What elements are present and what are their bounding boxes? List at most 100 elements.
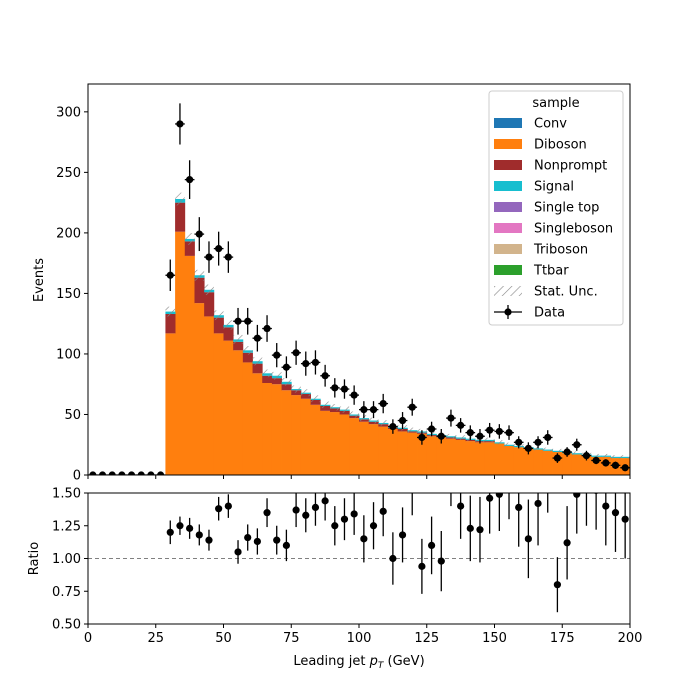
ratio-point	[547, 493, 549, 513]
histogram-bar	[300, 398, 311, 475]
data-point	[475, 429, 485, 444]
ratio-panel: 0.50 0.75 1.00 1.25 1.50 0 25 50 75 100 125 150 175…	[27, 487, 643, 672]
stat-unc-box	[455, 435, 466, 440]
data-marker	[505, 429, 513, 437]
data-marker	[428, 425, 436, 433]
data-point	[407, 398, 418, 416]
histogram-bar	[426, 436, 437, 475]
ratio-marker	[534, 499, 542, 508]
stat-unc-box	[407, 427, 418, 433]
data-marker	[437, 432, 445, 440]
histogram-bar	[194, 303, 205, 475]
x-tick-label: 200	[618, 631, 643, 646]
stat-unc-box	[329, 404, 340, 411]
y-tick-label: 1.00	[52, 552, 81, 567]
ratio-point	[224, 494, 232, 518]
data-marker	[389, 422, 397, 431]
ratio-marker	[457, 502, 465, 510]
histogram-bar	[262, 383, 273, 475]
data-point	[88, 471, 98, 475]
histogram-bar	[252, 373, 263, 475]
ratio-marker	[224, 502, 232, 510]
data-point	[155, 471, 166, 475]
ratio-marker	[302, 511, 310, 519]
ratio-point	[486, 493, 494, 534]
main-x-axis-ticks	[87, 475, 631, 479]
data-point	[610, 461, 621, 469]
data-point	[542, 430, 553, 445]
histogram-bar	[291, 390, 302, 396]
stat-unc-box	[591, 453, 601, 458]
data-marker	[398, 416, 407, 425]
histogram-bar	[175, 231, 186, 475]
ratio-marker	[389, 554, 397, 563]
histogram-bar	[359, 421, 370, 475]
data-marker	[495, 427, 503, 436]
histogram-bar	[184, 241, 195, 256]
legend-swatch	[494, 286, 522, 296]
histogram-bar	[542, 450, 553, 475]
x-tick-label: 0	[84, 631, 92, 646]
legend-swatch	[494, 202, 522, 212]
legend-swatch	[494, 265, 522, 275]
ratio-point	[195, 524, 203, 546]
ratio-marker	[428, 541, 436, 550]
ratio-point	[524, 499, 532, 579]
ratio-point	[253, 528, 261, 555]
ratio-marker	[466, 524, 474, 532]
histogram-bar	[329, 412, 341, 475]
data-point	[417, 430, 427, 445]
ratio-point	[411, 493, 413, 516]
ratio-marker	[331, 522, 339, 530]
ratio-marker	[563, 539, 571, 547]
legend-entry: Single top	[494, 201, 599, 216]
ratio-x-axis-ticks: 0 25 50 75 100 125 150 175 200	[84, 624, 643, 646]
legend-label: Singleboson	[534, 222, 613, 237]
ratio-point	[611, 493, 620, 552]
stat-unc-box	[262, 369, 272, 378]
ratio-point	[282, 529, 290, 562]
ratio-marker	[176, 522, 184, 530]
y-tick-label: 150	[56, 287, 81, 302]
y-tick-label: 1.50	[52, 487, 81, 502]
main-panel: 0 50 100 150 200 250 300 Events	[32, 83, 631, 484]
y-tick-label: 1.25	[52, 519, 81, 534]
stat-unc-box	[194, 269, 205, 281]
stat-unc-box	[378, 420, 389, 426]
legend-data-marker	[504, 308, 512, 316]
legend-title: sample	[532, 96, 579, 111]
histogram-bar	[204, 292, 215, 317]
stat-unc-box	[320, 401, 330, 409]
data-marker	[544, 433, 552, 442]
x-tick-label: 150	[482, 631, 507, 646]
ratio-marker	[215, 505, 223, 513]
ratio-point	[379, 493, 387, 537]
y-tick-label: 0.75	[52, 585, 81, 600]
histogram-bar	[446, 438, 457, 475]
stat-unc-box	[552, 448, 563, 453]
ratio-marker	[282, 541, 290, 550]
stat-unc-box	[504, 442, 514, 447]
stat-unc-box	[349, 411, 359, 418]
stat-unc-box	[291, 385, 301, 393]
data-point	[562, 447, 572, 457]
ratio-point	[621, 493, 629, 559]
x-tick-label: 175	[550, 631, 575, 646]
data-point	[426, 421, 437, 437]
stat-unc-box	[600, 453, 611, 458]
histogram-bar	[494, 443, 505, 475]
data-marker	[205, 253, 213, 261]
ratio-point	[273, 525, 281, 555]
legend-frame	[488, 90, 624, 326]
histogram-bar	[165, 333, 176, 475]
data-marker	[89, 471, 97, 475]
histogram-bar	[407, 432, 418, 475]
y-tick-label: 100	[56, 347, 81, 362]
data-marker	[215, 245, 223, 253]
ratio-point	[205, 529, 213, 551]
histogram-bar	[513, 447, 524, 475]
histogram-bar	[320, 410, 331, 475]
main-y-axis-ticks: 0 50 100 150 200 250 300	[56, 105, 88, 484]
data-point	[204, 241, 214, 273]
histogram-bar	[223, 340, 234, 475]
